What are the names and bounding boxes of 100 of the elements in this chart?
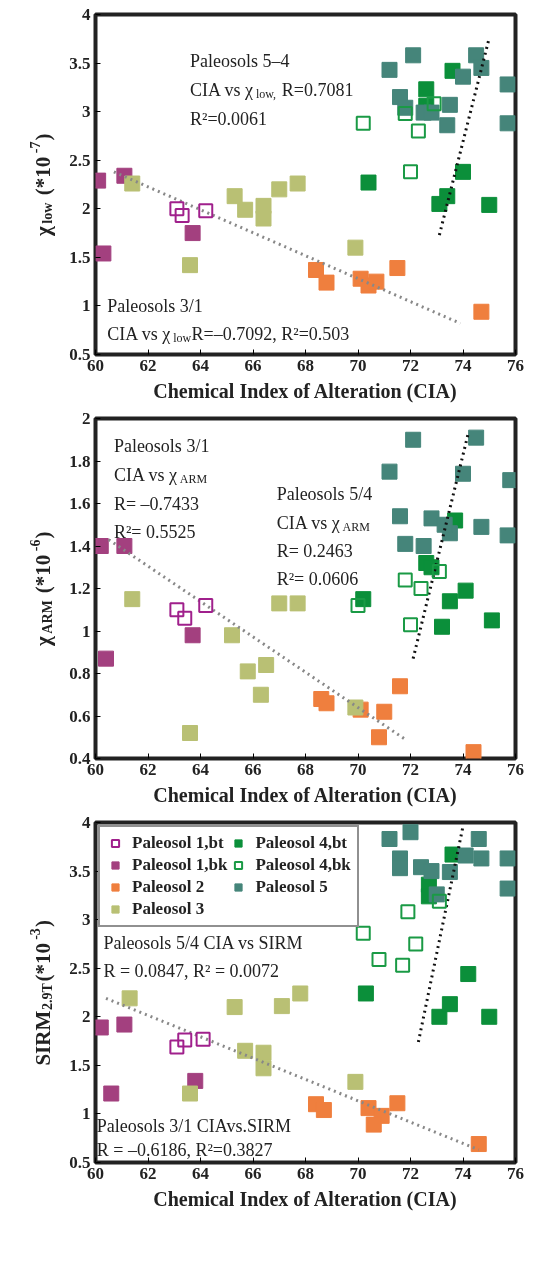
y-axis-title: χlow (*10-7) — [27, 133, 55, 238]
point — [381, 61, 398, 78]
point — [347, 699, 364, 716]
point — [182, 257, 198, 274]
point — [116, 538, 133, 554]
point — [395, 957, 411, 973]
annotation: Paleosols 5–4 — [190, 51, 290, 72]
point — [226, 999, 243, 1016]
point — [403, 164, 418, 180]
point — [436, 516, 453, 533]
point — [455, 465, 471, 482]
point — [441, 96, 458, 113]
y-tick-label: 2.5 — [69, 150, 91, 170]
y-tick-label: 1.4 — [69, 536, 91, 556]
x-tick-label: 72 — [402, 355, 419, 375]
point — [410, 123, 426, 139]
point — [371, 951, 387, 967]
point — [381, 463, 398, 480]
point — [357, 985, 374, 1002]
point — [292, 985, 309, 1002]
point — [441, 593, 458, 610]
x-tick-label: 64 — [192, 355, 210, 375]
y-tick-label: 3 — [82, 910, 91, 930]
point — [289, 595, 306, 612]
point — [174, 208, 190, 224]
legend-label: Paleosol 4,bt — [255, 833, 348, 853]
y-axis-title: SIRM2.9T(*10-3) — [27, 919, 55, 1066]
point — [315, 1102, 332, 1119]
x-tick-label: 68 — [297, 355, 314, 375]
point — [405, 47, 422, 64]
y-tick-label: 2.5 — [69, 958, 91, 978]
point — [103, 1085, 120, 1102]
point — [439, 188, 456, 205]
point — [177, 610, 193, 626]
y-tick-label: 2 — [82, 409, 91, 428]
point — [397, 535, 414, 552]
point — [252, 686, 269, 703]
y-tick-label: 1 — [82, 621, 91, 641]
point — [289, 175, 306, 192]
annotation: R = 0.0847, R² = 0.0072 — [103, 961, 280, 982]
point — [371, 729, 387, 746]
point — [457, 847, 474, 864]
point — [431, 893, 447, 909]
point — [182, 725, 198, 741]
annotation: R = –0.6186, R²=0.3827 — [96, 1139, 273, 1160]
x-tick-label: 74 — [454, 759, 472, 779]
point — [460, 966, 477, 983]
point — [499, 880, 516, 897]
y-tick-label: 1.5 — [69, 1055, 91, 1075]
x-tick-label: 64 — [192, 759, 210, 779]
point — [198, 203, 214, 219]
x-tick-label: 76 — [507, 759, 524, 779]
y-axis-title: χARM (*10-6) — [27, 531, 55, 648]
point — [318, 274, 335, 291]
point — [441, 996, 458, 1013]
point — [255, 210, 272, 227]
point — [483, 612, 500, 629]
annotation: R²= 0.5525 — [113, 522, 196, 543]
y-tick-label: 3.5 — [69, 53, 91, 73]
y-tick-label: 1.8 — [69, 451, 91, 471]
annotation: Paleosols 3/1 — [113, 436, 210, 457]
point — [402, 824, 419, 841]
point — [184, 225, 201, 242]
point — [431, 564, 447, 579]
point — [389, 1095, 406, 1112]
point — [423, 863, 440, 880]
point — [405, 431, 422, 448]
legend-label: Paleosol 2 — [132, 877, 205, 897]
point — [116, 1016, 133, 1033]
point — [376, 703, 393, 720]
legend-label: Paleosol 4,bk — [255, 855, 351, 875]
point — [169, 201, 185, 217]
point — [434, 618, 450, 635]
point — [124, 591, 141, 608]
annotation: Paleosols 5/4 CIA vs SIRM — [103, 932, 303, 953]
point — [121, 990, 138, 1007]
point — [255, 1044, 272, 1061]
x-tick-label: 74 — [454, 355, 472, 375]
point — [368, 273, 385, 290]
point — [499, 76, 516, 93]
x-axis-title: Chemical Index of Alteration (CIA) — [153, 379, 457, 403]
y-tick-label: 1 — [82, 1104, 91, 1124]
x-axis-title: Chemical Index of Alteration (CIA) — [153, 783, 457, 807]
point — [465, 744, 482, 759]
y-tick-label: 1.5 — [69, 247, 91, 267]
point — [499, 115, 516, 132]
point — [397, 572, 413, 588]
annotation: R²= 0.0606 — [276, 568, 359, 589]
x-tick-label: 72 — [402, 759, 419, 779]
point — [499, 850, 516, 867]
point — [481, 196, 498, 213]
point — [389, 260, 406, 277]
point — [415, 538, 432, 554]
x-tick-label: 66 — [244, 355, 262, 375]
point — [195, 1031, 211, 1047]
y-tick-label: 3 — [82, 102, 91, 122]
point — [237, 201, 254, 218]
point — [224, 627, 240, 644]
y-tick-label: 2 — [82, 1007, 91, 1027]
y-tick-label: 3.5 — [69, 861, 91, 881]
